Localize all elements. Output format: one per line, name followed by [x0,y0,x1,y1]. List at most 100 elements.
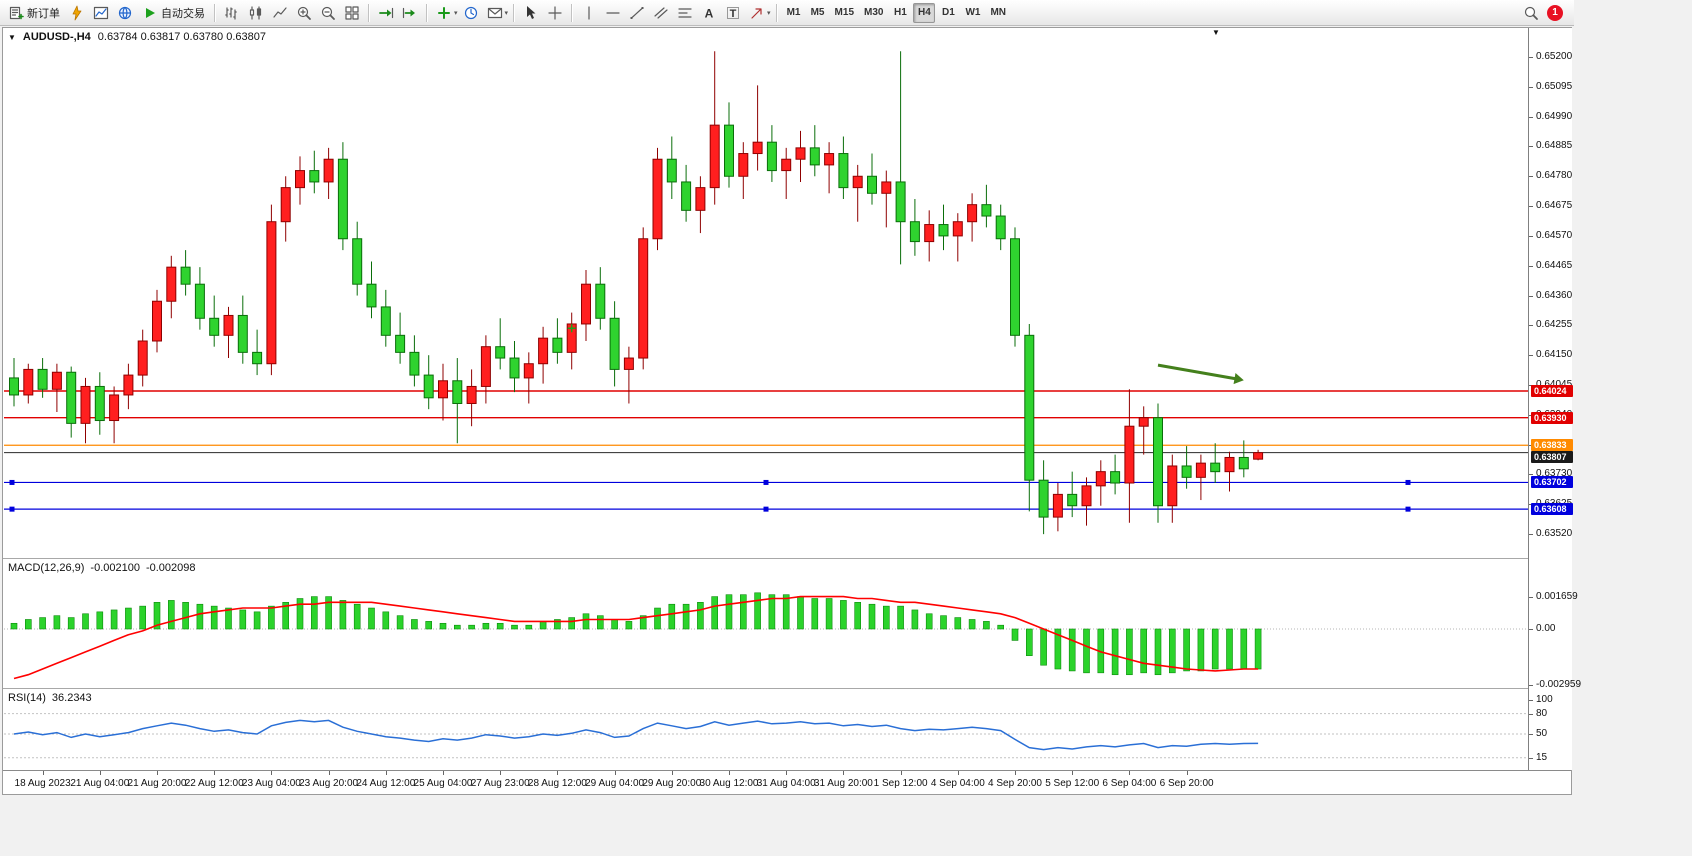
price-axis-tick [1529,56,1533,58]
auto-scroll-button[interactable] [374,2,398,24]
price-axis-tick [1529,176,1533,178]
search-button[interactable] [1519,2,1543,24]
arrows-caret-icon[interactable]: ▾ [767,9,771,17]
chart-window-button[interactable] [89,2,113,24]
zoom-in-button[interactable] [292,2,316,24]
main-chart[interactable] [4,28,1528,558]
bar-chart-button[interactable] [220,2,244,24]
timeframe-m5-button[interactable]: M5 [807,3,829,23]
timeframe-m1-button[interactable]: M1 [783,3,805,23]
time-axis: 18 Aug 2023 21 Aug 04:00 21 Aug 20:00 22 Au… [4,771,1528,794]
auto-scroll-icon [379,7,394,18]
rsi-name: RSI(14) [8,692,46,704]
period-button[interactable] [459,2,483,24]
rsi-axis-tick [1529,713,1533,715]
line-chart-button[interactable] [268,2,292,24]
panel-separator[interactable] [3,688,1571,689]
rsi-axis-tick [1529,757,1533,759]
chart-shift-icon [402,7,415,18]
crosshair-icon [548,5,562,20]
notification-badge[interactable]: 1 [1547,4,1563,21]
time-axis-label: 27 Aug 23:00 [470,778,530,789]
price-axis-label: 0.64990 [1536,110,1573,122]
new-order-button[interactable]: 新订单 [3,2,65,24]
trend-arrow-annotation[interactable] [1157,363,1244,385]
fibonacci-tool-button[interactable] [673,2,697,24]
chart-ohlc-values: 0.63784 0.63817 0.63780 0.63807 [97,31,266,43]
panel-separator[interactable] [3,558,1571,559]
plus-marker-annotation[interactable] [567,324,576,333]
vertical-line-tool-button[interactable] [577,2,601,24]
price-axis-tick [1529,325,1533,327]
quick-trade-button[interactable] [65,2,89,24]
timeframe-h4-button[interactable]: H4 [913,2,936,23]
candlestick-chart-icon [249,5,262,20]
indicators-button[interactable] [432,2,456,24]
channel-tool-button[interactable] [649,2,673,24]
price-axis-label: 0.64675 [1536,200,1573,212]
play-icon [146,7,155,18]
price-tag: 0.64024 [1531,384,1573,397]
label-tool-button[interactable]: T [721,2,745,24]
rsi-panel[interactable] [4,690,1528,770]
time-axis-tick [1129,771,1131,775]
channel-icon [654,6,668,19]
line-chart-icon [273,6,287,18]
zoom-out-button[interactable] [316,2,340,24]
horizontal-line-icon [606,11,620,14]
arrows-tool-button[interactable] [745,2,769,24]
time-axis-tick [786,771,788,775]
macd-axis-label: -0.002959 [1536,679,1582,691]
chart-shift-button[interactable] [398,2,422,24]
horizontal-lines[interactable] [4,390,1528,512]
text-tool-button[interactable]: A [697,2,721,24]
macd-axis-tick [1529,685,1533,687]
candles [9,51,1264,535]
price-axis-label: 0.64465 [1536,259,1573,271]
price-axis-label: 0.63730 [1536,468,1573,480]
timeframe-h1-button[interactable]: H1 [889,3,911,23]
crosshair-button[interactable] [543,2,567,24]
candlestick-chart-button[interactable] [244,2,268,24]
price-axis-label: 0.64150 [1536,349,1573,361]
tile-windows-button[interactable] [340,2,364,24]
horizontal-line-tool-button[interactable] [601,2,625,24]
auto-trading-button[interactable]: 自动交易 [137,2,210,24]
mail-caret-icon[interactable]: ▾ [504,9,509,17]
label-tool-icon: T [727,6,740,20]
rsi-axis-label: 50 [1536,728,1548,739]
cursor-button[interactable] [519,2,543,24]
timeframe-mn-button[interactable]: MN [986,3,1010,23]
price-axis-label: 0.64360 [1536,289,1573,301]
community-button[interactable] [113,2,137,24]
mail-button[interactable] [483,2,507,24]
rsi-axis-label: 80 [1536,707,1548,719]
timeframe-m30-button[interactable]: M30 [860,3,887,23]
price-axis: 0.65200 0.65095 0.64990 0.64885 0.64780 0.646… [1528,28,1581,770]
time-axis-label: 29 Aug 20:00 [642,778,702,789]
macd-panel[interactable] [4,560,1528,688]
chart-menu-icon[interactable]: ▼ [8,32,16,42]
time-axis-tick [157,771,158,775]
cursor-icon [527,5,536,19]
price-axis-label: 0.64885 [1536,140,1573,152]
new-order-icon [9,6,24,19]
price-axis-tick [1529,206,1533,208]
time-axis-tick [557,771,559,775]
bar-chart-icon [225,6,237,20]
time-axis-tick [671,771,673,775]
timeframe-m15-button[interactable]: M15 [831,3,858,23]
time-axis-tick [900,771,902,775]
rsi-label: RSI(14) 36.2343 [8,692,92,704]
toolbar: 新订单 自动交易 [0,0,1574,26]
tile-windows-icon [345,5,359,20]
indicators-caret-icon[interactable]: ▾ [454,9,458,17]
timeframe-w1-button[interactable]: W1 [961,3,984,23]
trendline-tool-button[interactable] [625,2,649,24]
time-axis-tick [1186,771,1188,775]
timeframe-d1-button[interactable]: D1 [937,3,959,23]
time-axis-tick [214,771,216,775]
rsi-axis-tick [1529,700,1533,701]
price-axis-label: 0.63520 [1536,528,1573,540]
new-order-label: 新订单 [27,7,60,20]
